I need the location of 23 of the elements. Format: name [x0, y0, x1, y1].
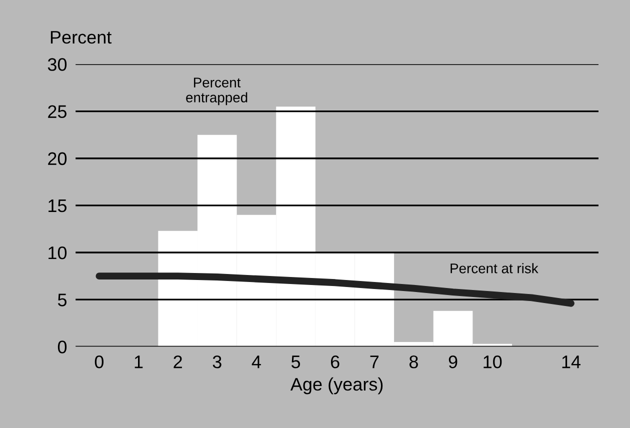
- x-tick-label: 7: [370, 356, 379, 368]
- annotation: Percent at risk: [450, 263, 538, 274]
- x-tick-label: 3: [212, 355, 222, 368]
- y-tick-label: 20: [48, 152, 67, 166]
- annotation: Percent entrapped: [186, 78, 248, 106]
- y-tick-label: 0: [58, 340, 67, 354]
- y-tick-label: 30: [48, 58, 67, 71]
- x-tick-label: 0: [94, 355, 104, 368]
- x-tick-label: 8: [409, 355, 418, 368]
- x-tick-label: 10: [484, 355, 502, 368]
- x-tick-label: 6: [330, 355, 340, 368]
- y-axis-title: Percent: [50, 31, 112, 44]
- x-axis-title: Age (years): [290, 377, 383, 394]
- y-tick-label: 10: [48, 246, 67, 260]
- x-tick-label: 5: [291, 356, 300, 368]
- x-tick-label: 9: [448, 355, 458, 368]
- y-tick-label: 5: [58, 294, 67, 306]
- x-tick-label: 4: [252, 356, 261, 368]
- x-tick-label: 14: [562, 356, 580, 368]
- x-tick-label: 1: [134, 356, 143, 368]
- y-tick-label: 15: [48, 200, 67, 212]
- y-tick-label: 25: [48, 105, 67, 118]
- x-tick-label: 2: [174, 355, 182, 368]
